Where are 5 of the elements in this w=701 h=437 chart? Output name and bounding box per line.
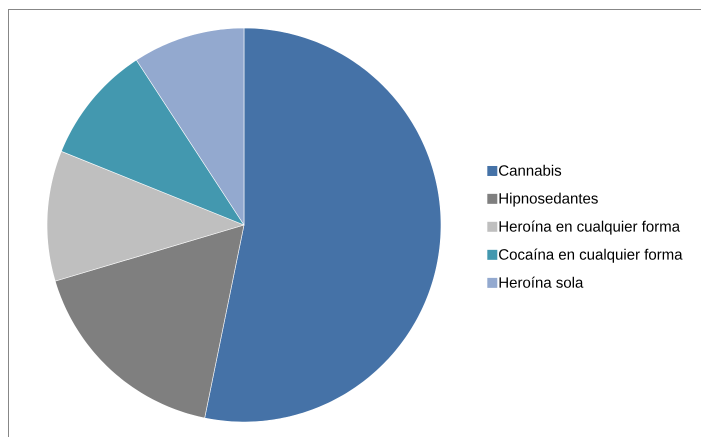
legend-label: Hipnosedantes	[500, 192, 598, 207]
legend-label: Cocaína en cualquier forma	[499, 248, 683, 263]
legend-label: Cannabis	[499, 164, 562, 176]
legend-label: Heroína sola	[500, 276, 584, 288]
legend-label: Heroína en cualquier forma	[500, 220, 680, 235]
